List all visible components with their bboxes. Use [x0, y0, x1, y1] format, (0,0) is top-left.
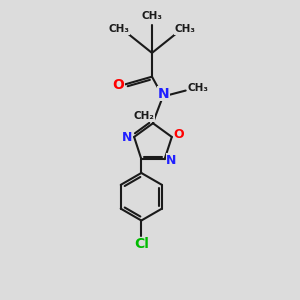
Text: O: O [112, 78, 124, 92]
Text: CH₂: CH₂ [134, 111, 154, 121]
Text: Cl: Cl [134, 237, 149, 251]
Text: CH₃: CH₃ [187, 82, 208, 93]
Text: CH₃: CH₃ [109, 24, 130, 34]
Text: N: N [167, 154, 177, 166]
Text: CH₃: CH₃ [174, 24, 195, 34]
Text: O: O [173, 128, 184, 142]
Text: N: N [122, 131, 132, 144]
Text: N: N [158, 86, 170, 100]
Text: CH₃: CH₃ [142, 11, 163, 21]
